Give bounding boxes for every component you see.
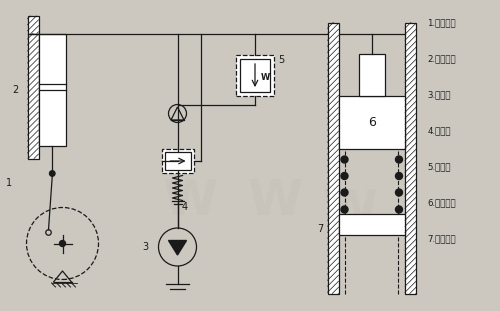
- Circle shape: [341, 173, 348, 179]
- Text: W: W: [248, 177, 302, 225]
- Text: 2: 2: [12, 85, 18, 95]
- Bar: [38, 34, 66, 146]
- Text: 7.回程彈簧: 7.回程彈簧: [428, 234, 456, 244]
- Bar: [328, 22, 338, 294]
- Text: 6.輸出活塞: 6.輸出活塞: [428, 198, 456, 207]
- Text: 3: 3: [142, 242, 148, 252]
- Circle shape: [341, 156, 348, 163]
- Bar: [338, 96, 405, 148]
- Text: W: W: [162, 177, 218, 225]
- Circle shape: [60, 240, 66, 247]
- Bar: [28, 34, 38, 159]
- Text: 4: 4: [182, 202, 188, 211]
- Text: 1.曲柄連桿: 1.曲柄連桿: [428, 18, 456, 27]
- Bar: [164, 152, 190, 170]
- Text: W: W: [322, 187, 378, 235]
- Bar: [359, 53, 385, 96]
- Text: 7: 7: [317, 225, 323, 234]
- Bar: [240, 59, 270, 92]
- Circle shape: [396, 156, 402, 163]
- Bar: [162, 149, 194, 173]
- Bar: [338, 213, 405, 234]
- Text: 5.安全閥: 5.安全閥: [428, 163, 451, 171]
- Text: 4.溢流閥: 4.溢流閥: [428, 127, 451, 136]
- Text: 6: 6: [368, 116, 376, 129]
- Bar: [236, 55, 274, 96]
- Text: 1: 1: [6, 179, 12, 188]
- Bar: [28, 16, 38, 34]
- Circle shape: [341, 189, 348, 196]
- Circle shape: [396, 189, 402, 196]
- Circle shape: [396, 206, 402, 213]
- Circle shape: [341, 206, 348, 213]
- Text: 3.補油泵: 3.補油泵: [428, 91, 451, 100]
- Polygon shape: [168, 240, 186, 255]
- Circle shape: [50, 171, 55, 176]
- Bar: [405, 22, 416, 294]
- Text: W: W: [260, 73, 270, 82]
- Text: 2.輸入活塞: 2.輸入活塞: [428, 54, 456, 63]
- Circle shape: [396, 173, 402, 179]
- Text: 5: 5: [278, 55, 284, 65]
